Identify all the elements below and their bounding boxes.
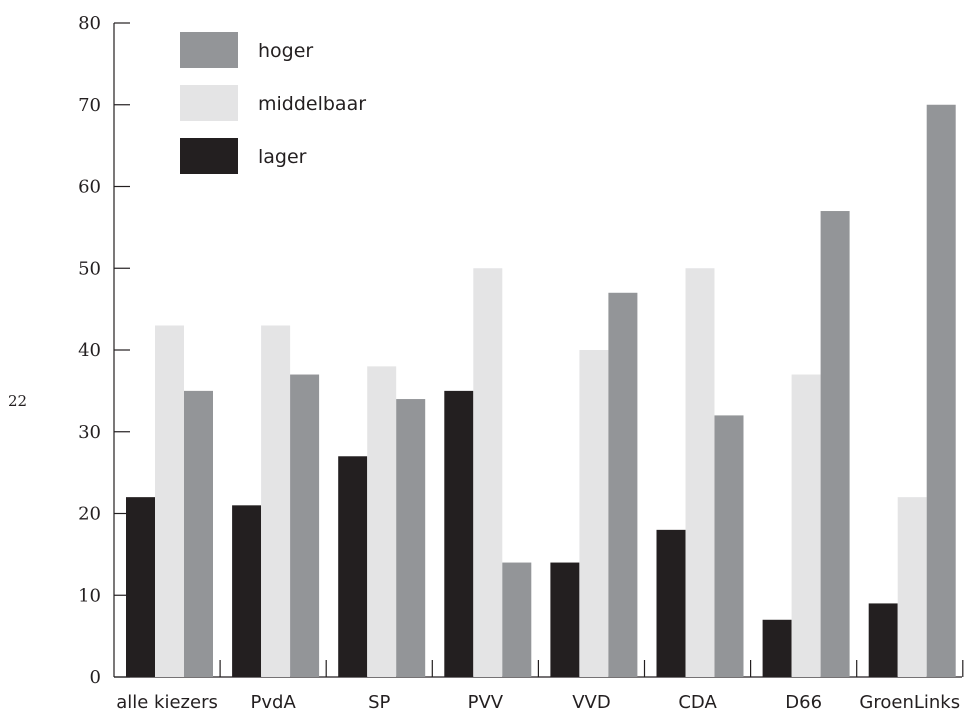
x-tick-label: GroenLinks: [859, 692, 960, 713]
bar-hoger: [184, 390, 213, 677]
chart-axes: 0 10 20 30 40 50 60 70 80: [78, 13, 964, 688]
legend-swatch-lager: [180, 138, 238, 174]
y-tick-label: 30: [78, 422, 101, 443]
bar-middelbaar: [261, 325, 291, 677]
bar-lager: [232, 505, 262, 677]
bar-hoger: [396, 399, 426, 677]
chart-legend: hoger middelbaar lager: [180, 32, 366, 174]
x-tick-label: VVD: [572, 692, 611, 713]
y-tick-label: 10: [78, 585, 101, 606]
bar-middelbaar: [791, 374, 821, 677]
bar-lager: [550, 562, 580, 677]
bar-lager: [444, 390, 474, 677]
y-tick-label: 50: [78, 258, 101, 279]
bar-hoger: [714, 415, 744, 677]
bar-lager: [656, 529, 686, 677]
x-tick-label: SP: [368, 692, 390, 713]
bar-lager: [762, 619, 792, 677]
bar-hoger: [926, 104, 956, 677]
bar-middelbaar: [155, 325, 184, 677]
legend-swatch-hoger: [180, 32, 238, 68]
y-tick-label: 70: [78, 95, 101, 116]
legend-label-middelbaar: middelbaar: [258, 93, 366, 115]
legend-label-lager: lager: [258, 146, 307, 168]
x-axis-labels: alle kiezers PvdA SP PVV VVD CDA D66 GroenLinks: [116, 692, 960, 713]
bar-middelbaar: [367, 366, 397, 677]
y-tick-label: 80: [78, 13, 101, 34]
legend-label-hoger: hoger: [258, 40, 313, 62]
bar-middelbaar: [473, 268, 503, 677]
bar-hoger: [502, 562, 532, 677]
y-tick-label: 60: [78, 177, 101, 198]
x-tick-label: PVV: [468, 692, 504, 713]
x-tick-label: D66: [785, 692, 822, 713]
bar-hoger: [290, 374, 320, 677]
x-tick-label: alle kiezers: [116, 692, 218, 713]
bar-hoger: [608, 292, 638, 677]
legend-swatch-middelbaar: [180, 85, 238, 121]
bar-lager: [126, 497, 155, 677]
page-number: 22: [8, 392, 28, 410]
x-tick-label: CDA: [678, 692, 717, 713]
chart-bars: [126, 104, 956, 677]
y-tick-label: 20: [78, 504, 101, 525]
bar-lager: [868, 603, 898, 677]
bar-middelbaar: [579, 350, 609, 677]
bar-middelbaar: [897, 497, 927, 677]
bar-lager: [338, 456, 368, 677]
y-tick-label: 40: [78, 340, 101, 361]
bar-hoger: [820, 211, 850, 677]
x-tick-label: PvdA: [251, 692, 297, 713]
y-tick-label: 0: [90, 667, 101, 688]
bar-middelbaar: [685, 268, 715, 677]
